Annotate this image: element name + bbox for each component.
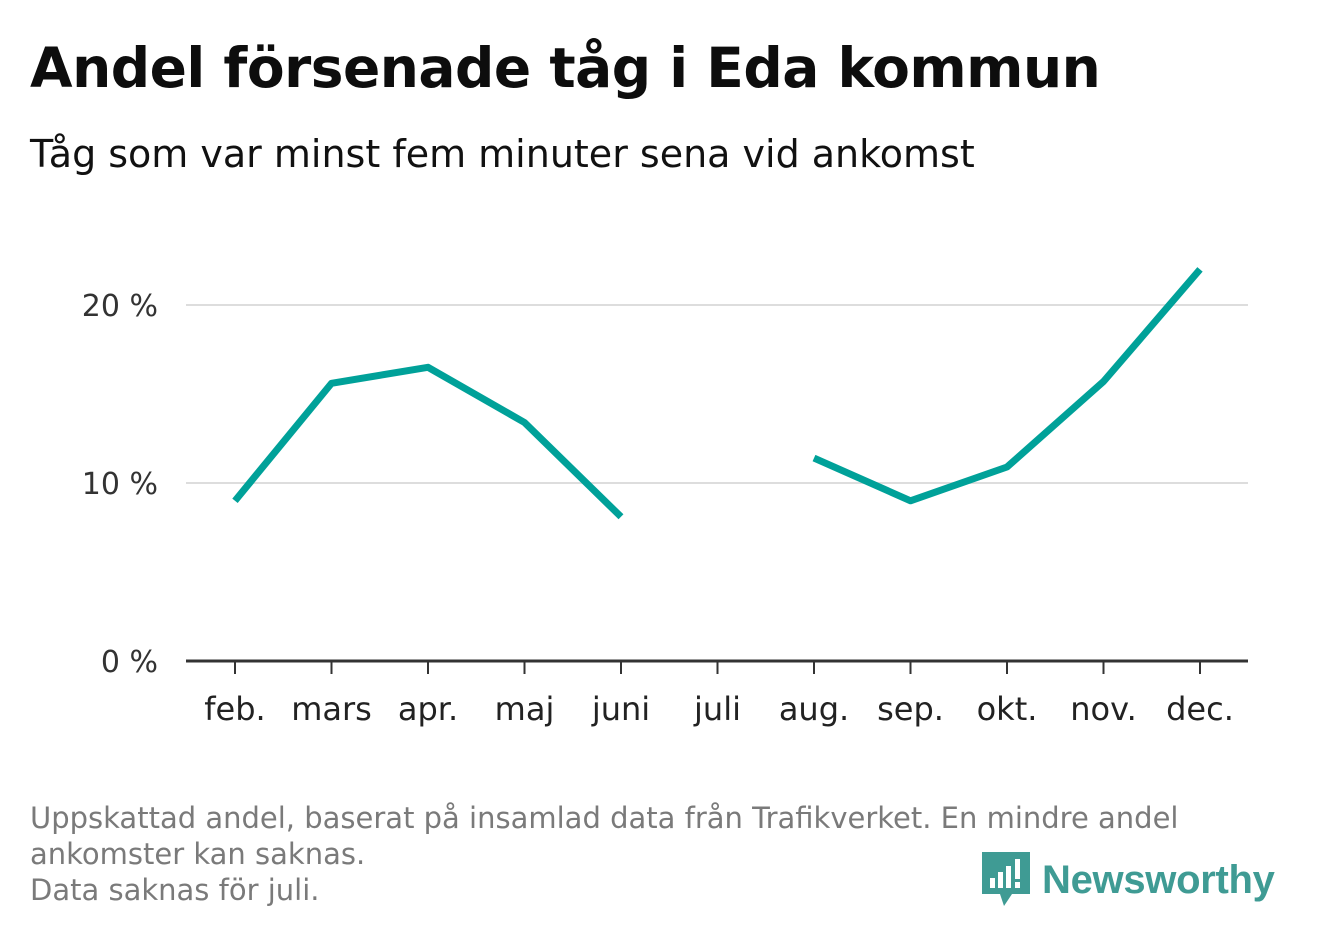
x-tick-label: juni <box>591 690 650 728</box>
y-tick-label: 20 % <box>82 289 158 324</box>
series-line-segment <box>232 363 624 520</box>
x-tick-label: aug. <box>779 690 849 728</box>
x-tick-label: maj <box>495 690 555 728</box>
footnote-line-2: ankomster kan saknas. <box>30 837 366 871</box>
series-lines <box>232 267 1203 520</box>
y-axis-tick-labels: 0 % 10 % 20 % <box>82 289 158 680</box>
y-tick-label: 10 % <box>82 467 158 502</box>
series-line-segment <box>812 267 1203 505</box>
x-tick-label: apr. <box>398 690 458 728</box>
x-axis-tick-labels: feb. mars apr. maj juni juli aug. sep. okt. nov. d… <box>204 690 1234 728</box>
x-tick-label: okt. <box>977 690 1038 728</box>
x-tick-label: juli <box>693 690 741 728</box>
x-tick-label: sep. <box>877 690 944 728</box>
footnote: Uppskattad andel, baserat på insamlad da… <box>30 800 1280 908</box>
y-tick-label: 0 % <box>101 645 158 680</box>
x-axis <box>186 659 1248 674</box>
chart-subtitle: Tåg som var minst fem minuter sena vid a… <box>30 132 975 176</box>
chart-title: Andel försenade tåg i Eda kommun <box>30 36 1101 100</box>
x-tick-label: nov. <box>1070 690 1136 728</box>
footnote-line-3: Data saknas för juli. <box>30 873 320 907</box>
brand-name: Newsworthy <box>1042 857 1275 902</box>
x-tick-label: mars <box>291 690 372 728</box>
x-tick-label: feb. <box>204 690 265 728</box>
gridlines <box>186 304 1248 484</box>
newsworthy-logo[interactable]: Newsworthy <box>980 848 1275 912</box>
x-tick-label: dec. <box>1166 690 1234 728</box>
newsworthy-logo-icon <box>982 852 1030 906</box>
footnote-line-1: Uppskattad andel, baserat på insamlad da… <box>30 801 1179 835</box>
